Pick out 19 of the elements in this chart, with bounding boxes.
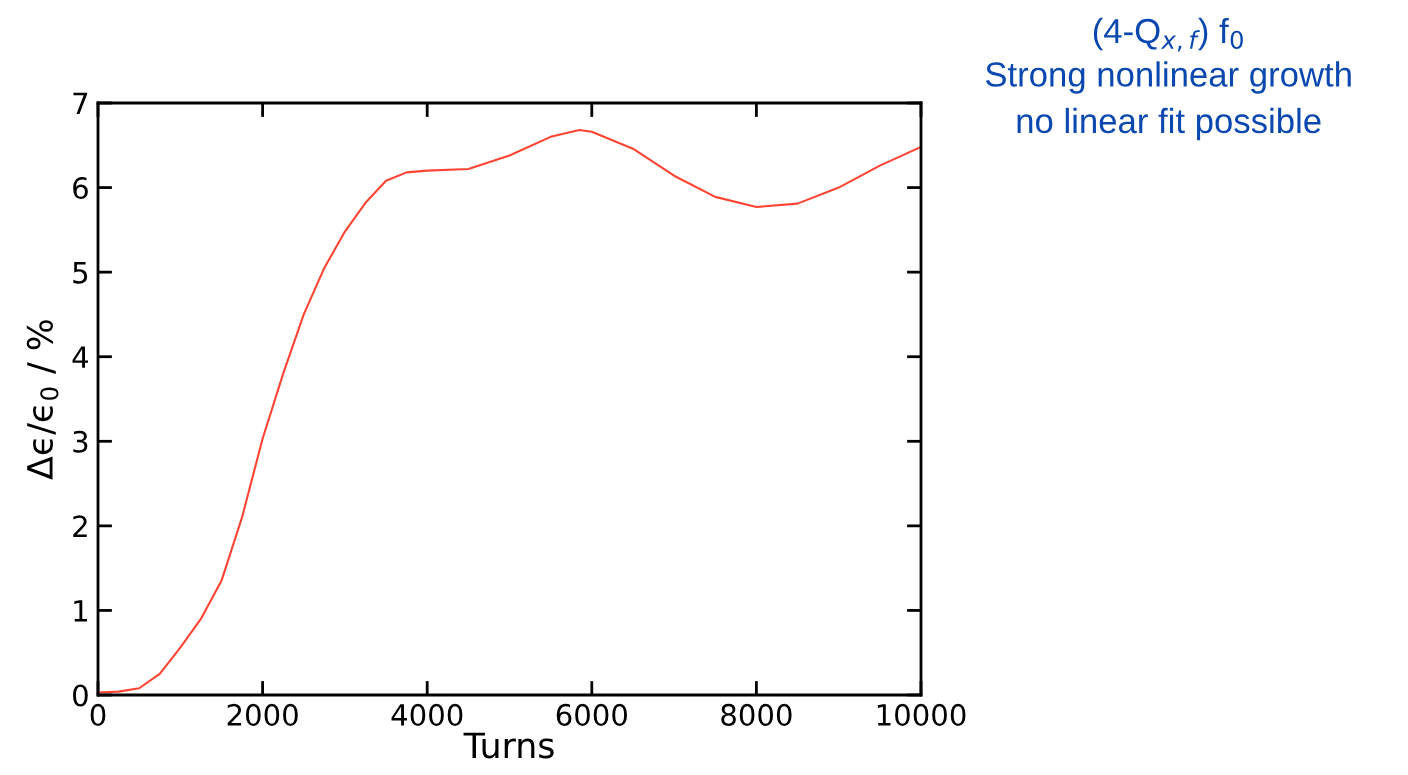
y-tick-label: 1 <box>74 600 87 622</box>
y-tick-label: 0 <box>73 684 88 707</box>
y-tick-label: 6 <box>73 177 88 200</box>
x-tick-label: 10000 <box>877 703 966 726</box>
x-axis-title: Turns <box>463 732 554 759</box>
y-tick-label: 4 <box>72 346 89 368</box>
text: Strong nonlinear growth <box>985 61 1351 94</box>
x-tick-label: 2000 <box>227 703 298 726</box>
y-tick-label: 3 <box>73 430 88 453</box>
y-axis-title: Δϵ/ϵ$_{0}$ / % <box>26 320 59 480</box>
y-tick-label: 2 <box>73 515 87 537</box>
y-tick-label: 5 <box>73 261 88 284</box>
x-tick-label: 0 <box>90 703 106 726</box>
x-tick-label: 6000 <box>556 703 627 726</box>
text: (4-Q$_{x,f}$) f$_{0}$ <box>1093 17 1243 52</box>
text: no linear fit possible <box>1017 107 1321 141</box>
x-tick-label: 4000 <box>391 703 463 726</box>
x-tick-label: 8000 <box>721 703 792 726</box>
y-tick-label: 7 <box>73 92 88 115</box>
